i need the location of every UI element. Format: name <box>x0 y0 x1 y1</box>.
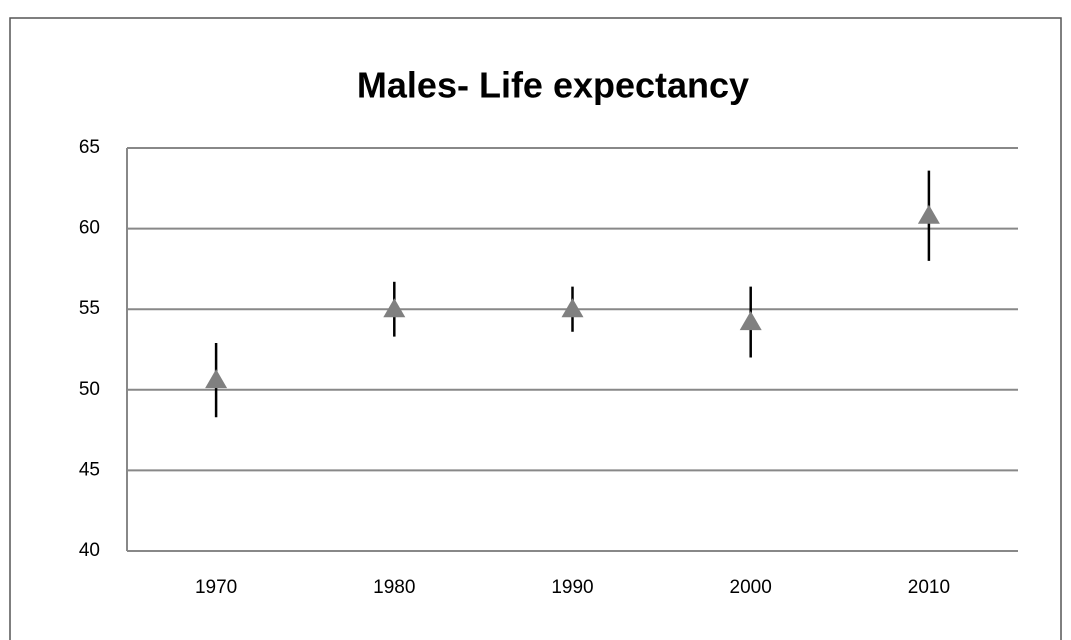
x-tick-label: 2000 <box>730 577 772 598</box>
chart-title: Males- Life expectancy <box>357 65 749 106</box>
y-tick-label: 40 <box>79 540 100 561</box>
chart-frame <box>9 17 1062 640</box>
y-tick-label: 45 <box>79 459 100 480</box>
y-tick-label: 65 <box>79 137 100 158</box>
point <box>739 311 762 331</box>
x-tick-label: 2010 <box>908 577 950 598</box>
y-tick-label: 50 <box>79 379 100 400</box>
point <box>205 369 228 389</box>
x-tick-label: 1980 <box>373 577 415 598</box>
point <box>917 204 940 224</box>
y-tick-label: 60 <box>79 218 100 239</box>
x-tick-label: 1970 <box>195 577 237 598</box>
point <box>561 298 584 318</box>
x-tick-label: 1990 <box>551 577 593 598</box>
point <box>383 298 406 318</box>
y-tick-label: 55 <box>79 298 100 319</box>
